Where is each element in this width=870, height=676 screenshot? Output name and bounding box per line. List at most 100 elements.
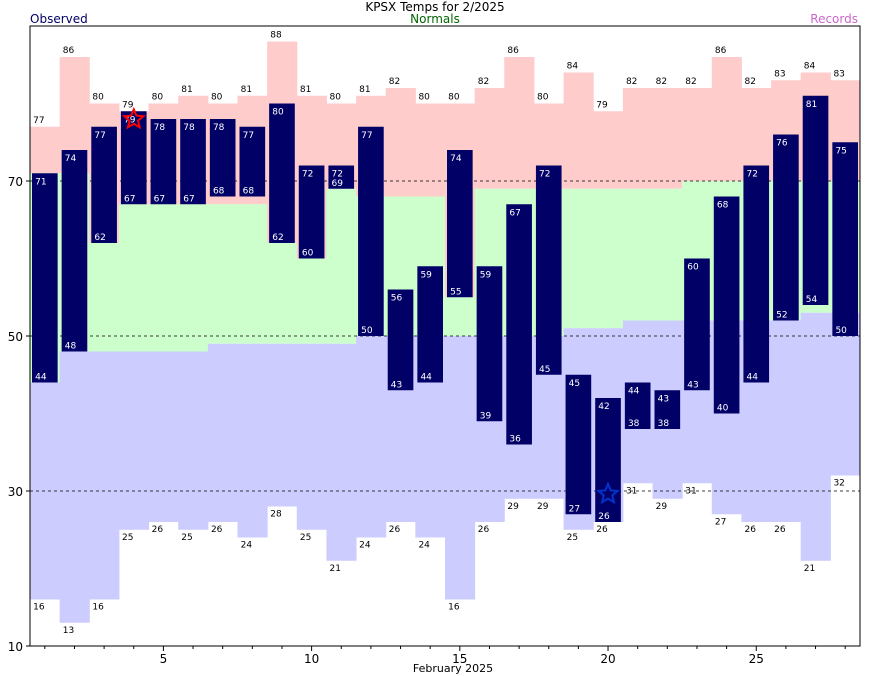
observed-bar <box>832 142 858 336</box>
record-high-label: 81 <box>181 85 192 95</box>
record-low-label: 16 <box>33 603 45 613</box>
observed-low-label: 62 <box>272 233 283 243</box>
record-high-star-icon <box>121 106 146 130</box>
observed-low-label: 67 <box>183 194 194 204</box>
observed-high-label: 72 <box>332 170 343 180</box>
observed-low-label: 44 <box>420 373 432 383</box>
record-low-band <box>89 351 120 600</box>
records-legend-label: Records <box>810 12 858 26</box>
observed-bar <box>239 126 266 197</box>
record-high-label: 86 <box>507 46 519 56</box>
observed-high-label: 76 <box>776 139 788 149</box>
observed-low-label: 27 <box>569 504 580 514</box>
record-low-band <box>830 312 861 476</box>
observed-low-label: 60 <box>302 249 314 259</box>
normal-band <box>652 188 683 321</box>
normal-band <box>326 188 357 344</box>
observed-bar <box>684 258 710 391</box>
record-high-label: 84 <box>804 62 816 72</box>
record-low-label: 24 <box>241 541 253 551</box>
record-high-label: 83 <box>833 69 844 79</box>
normal-band <box>89 243 120 352</box>
observed-high-label: 68 <box>717 201 729 211</box>
observed-bar <box>654 390 681 429</box>
record-high-label: 80 <box>211 93 223 103</box>
chart-title: KPSX Temps for 2/2025 <box>365 0 505 14</box>
observed-high-label: 78 <box>154 123 166 133</box>
observed-low-label: 43 <box>391 380 402 390</box>
record-low-label: 26 <box>774 525 786 535</box>
normal-band <box>267 243 298 344</box>
observed-bar <box>91 126 117 243</box>
record-low-band <box>237 343 268 538</box>
normal-band <box>563 188 594 329</box>
observed-high-label: 45 <box>569 379 580 389</box>
record-high-label: 80 <box>537 93 549 103</box>
observed-bar <box>32 173 58 383</box>
observed-low-label: 48 <box>65 342 77 352</box>
record-low-label: 31 <box>626 486 637 496</box>
observed-high-label: 67 <box>509 208 520 218</box>
observed-low-label: 62 <box>94 233 105 243</box>
observed-low-label: 26 <box>598 512 610 522</box>
record-high-label: 81 <box>241 85 252 95</box>
record-low-band <box>267 343 298 507</box>
normal-band <box>178 204 209 352</box>
record-high-label: 82 <box>478 77 489 87</box>
observed-high-label: 44 <box>628 387 640 397</box>
x-tick-label: 15 <box>452 652 467 666</box>
observed-low-label: 69 <box>332 179 344 189</box>
record-high-label: 86 <box>63 46 75 56</box>
record-low-label: 21 <box>804 564 815 574</box>
record-low-label: 29 <box>537 502 549 512</box>
observed-high-label: 77 <box>361 131 372 141</box>
observed-high-label: 75 <box>835 146 846 156</box>
observed-high-label: 81 <box>806 100 817 110</box>
record-high-label: 88 <box>270 31 282 41</box>
value-labels: 71 44 77 16 74 48 86 13 77 62 80 16 79 67 79 25 78 67 80 26… <box>33 31 847 636</box>
observed-bar <box>417 266 443 383</box>
observed-bar <box>120 111 147 205</box>
observed-bar <box>269 103 295 243</box>
observed-high-label: 60 <box>687 263 699 273</box>
observed-low-label: 45 <box>539 365 550 375</box>
record-high-band <box>474 88 505 189</box>
observed-bar <box>565 374 592 515</box>
observed-low-label: 43 <box>687 380 698 390</box>
record-low-label: 25 <box>567 533 578 543</box>
observed-low-label: 36 <box>509 435 521 445</box>
record-high-label: 82 <box>745 77 756 87</box>
x-tick-label: 10 <box>304 652 319 666</box>
observed-bars <box>32 95 858 522</box>
observed-high-label: 80 <box>272 108 284 118</box>
record-low-label: 29 <box>656 502 668 512</box>
record-high-label: 84 <box>567 62 579 72</box>
record-high-label: 80 <box>92 93 104 103</box>
record-high-label: 80 <box>330 93 342 103</box>
record-low-label: 31 <box>685 486 696 496</box>
record-low-band <box>800 312 831 561</box>
normal-band <box>237 204 268 344</box>
normal-band <box>445 297 476 336</box>
record-low-label: 24 <box>359 541 371 551</box>
normals-legend-label: Normals <box>410 12 460 26</box>
observed-high-label: 78 <box>213 123 225 133</box>
record-high-label: 82 <box>685 77 696 87</box>
observed-high-label: 42 <box>598 402 609 412</box>
observed-low-label: 67 <box>124 194 135 204</box>
observed-high-label: 74 <box>65 154 77 164</box>
observed-bar <box>743 165 770 383</box>
record-low-label: 25 <box>122 533 133 543</box>
observed-low-label: 50 <box>361 326 373 336</box>
y-tick-label: 50 <box>8 330 23 344</box>
x-tick-label: 25 <box>749 652 764 666</box>
record-high-label: 82 <box>389 77 400 87</box>
observed-bar <box>476 266 503 422</box>
normal-band <box>118 204 150 352</box>
observed-low-label: 38 <box>658 419 670 429</box>
record-high-label: 80 <box>418 93 430 103</box>
record-low-band <box>771 320 802 522</box>
observed-bar <box>328 165 355 189</box>
record-low-label: 16 <box>448 603 460 613</box>
record-high-label: 83 <box>774 69 785 79</box>
